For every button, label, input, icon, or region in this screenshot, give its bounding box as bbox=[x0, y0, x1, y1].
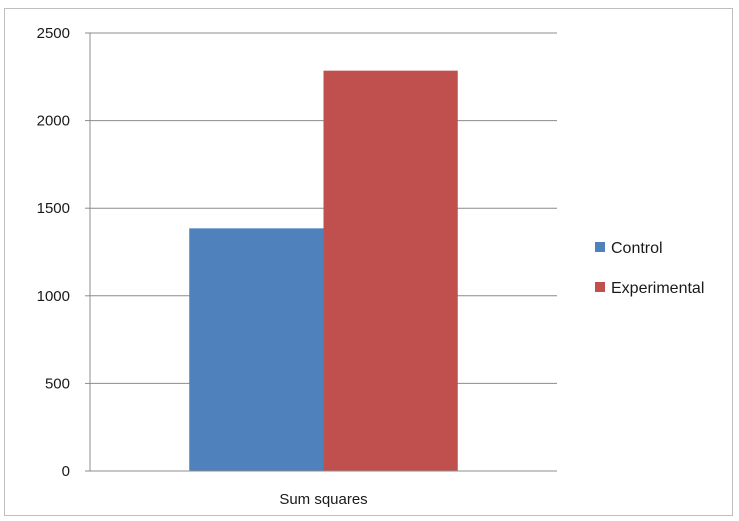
y-tick-label: 1500 bbox=[37, 200, 70, 217]
y-tick-label: 500 bbox=[45, 375, 70, 392]
y-tick-label: 0 bbox=[62, 463, 70, 480]
y-tick-label: 2500 bbox=[37, 25, 70, 42]
bar-experimental bbox=[323, 70, 458, 471]
x-axis: Sum squares bbox=[90, 470, 557, 508]
legend-label-experimental: Experimental bbox=[611, 280, 704, 297]
legend-swatch-experimental bbox=[595, 282, 605, 292]
legend: Control Experimental bbox=[595, 240, 704, 297]
bar-control bbox=[189, 228, 324, 471]
x-category-label: Sum squares bbox=[279, 491, 367, 508]
y-axis: 0 500 1000 1500 2000 2500 bbox=[37, 25, 91, 480]
bars bbox=[189, 70, 458, 471]
legend-label-control: Control bbox=[611, 240, 663, 257]
legend-swatch-control bbox=[595, 242, 605, 252]
y-tick-label: 1000 bbox=[37, 288, 70, 305]
y-tick-label: 2000 bbox=[37, 113, 70, 130]
